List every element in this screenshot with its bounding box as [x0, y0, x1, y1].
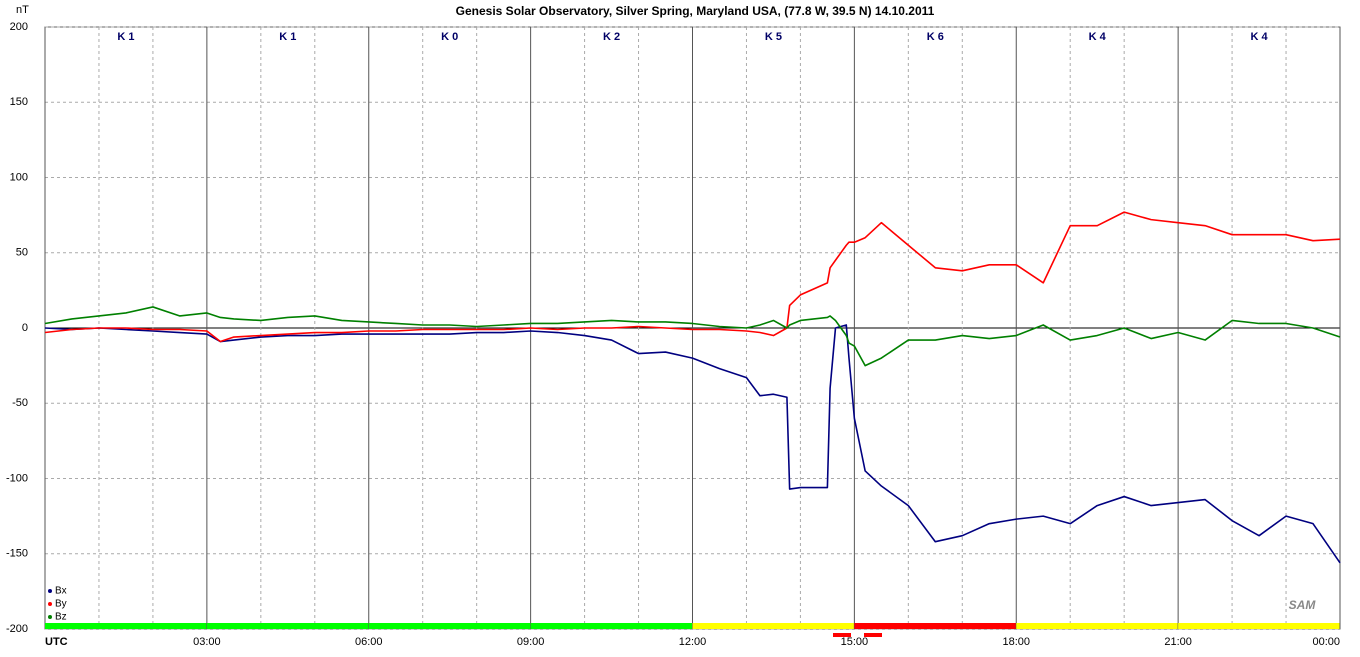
k-index-label: K 5 — [765, 31, 782, 43]
y-tick-label: -200 — [6, 623, 28, 635]
legend-marker — [48, 589, 52, 593]
k-index-bar — [45, 623, 207, 629]
x-tick-label: 18:00 — [1002, 636, 1030, 648]
logo: SAM — [1289, 598, 1317, 612]
y-tick-label: -150 — [6, 548, 28, 560]
y-axis-label: nT — [16, 4, 29, 16]
marker — [833, 633, 851, 637]
y-tick-label: 50 — [16, 247, 28, 259]
k-index-label: K 0 — [441, 31, 458, 43]
k-index-bar — [206, 623, 369, 629]
k-index-bar — [692, 623, 855, 629]
legend-label: Bx — [55, 586, 67, 597]
x-tick-label: 15:00 — [841, 636, 869, 648]
x-tick-label: 03:00 — [193, 636, 221, 648]
k-index-bar — [368, 623, 531, 629]
y-tick-label: 150 — [10, 96, 28, 108]
x-tick-label: 06:00 — [355, 636, 383, 648]
y-tick-label: -50 — [12, 397, 28, 409]
chart-title: Genesis Solar Observatory, Silver Spring… — [456, 4, 935, 18]
x-tick-label: 21:00 — [1164, 636, 1192, 648]
y-tick-label: 0 — [22, 322, 28, 334]
x-tick-label: 09:00 — [517, 636, 545, 648]
k-index-bar — [1178, 623, 1340, 629]
k-index-label: K 1 — [117, 31, 134, 43]
y-tick-label: -100 — [6, 472, 28, 484]
k-index-bar — [530, 623, 693, 629]
legend-label: By — [55, 599, 67, 610]
k-index-label: K 1 — [279, 31, 296, 43]
x-tick-label: 12:00 — [679, 636, 707, 648]
legend-label: Bz — [55, 612, 67, 623]
k-index-bar — [1016, 623, 1179, 629]
k-index-label: K 2 — [603, 31, 620, 43]
series-line — [44, 324, 1341, 564]
y-tick-label: 100 — [10, 171, 28, 183]
legend-marker — [48, 615, 52, 619]
series-line — [44, 306, 1341, 367]
k-index-label: K 4 — [1251, 31, 1269, 43]
k-index-bar — [854, 623, 1017, 629]
k-index-label: K 6 — [927, 31, 944, 43]
x-tick-label: 00:00 — [1312, 636, 1340, 648]
series-line — [44, 211, 1341, 343]
legend-marker — [48, 602, 52, 606]
marker — [864, 633, 882, 637]
x-tick-label: UTC — [45, 636, 68, 648]
y-tick-label: 200 — [10, 21, 28, 33]
k-index-label: K 4 — [1089, 31, 1107, 43]
